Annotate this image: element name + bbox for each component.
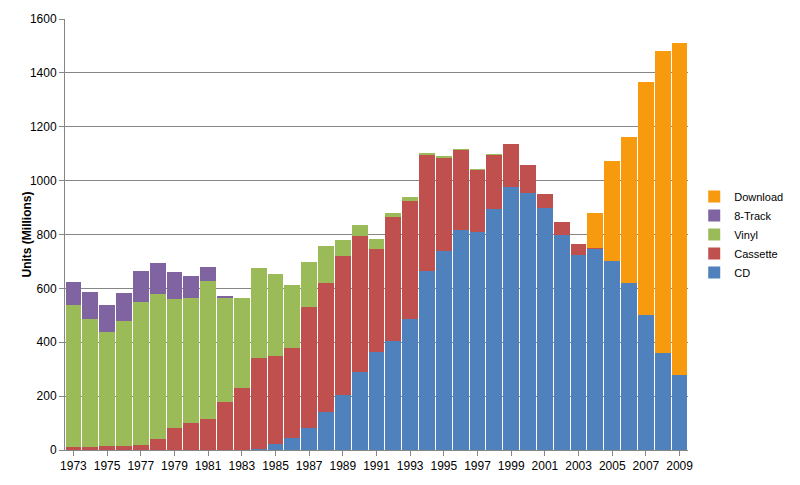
svg-text:2007: 2007 <box>633 459 660 473</box>
svg-text:1981: 1981 <box>195 459 222 473</box>
svg-text:1400: 1400 <box>30 66 57 80</box>
svg-text:1975: 1975 <box>94 459 121 473</box>
svg-text:1600: 1600 <box>30 12 57 26</box>
svg-text:2009: 2009 <box>666 459 693 473</box>
svg-text:1995: 1995 <box>430 459 457 473</box>
svg-text:2001: 2001 <box>532 459 559 473</box>
svg-text:800: 800 <box>37 228 57 242</box>
svg-text:8-Track: 8-Track <box>734 210 771 222</box>
svg-text:2005: 2005 <box>599 459 626 473</box>
svg-text:1997: 1997 <box>464 459 491 473</box>
svg-text:1985: 1985 <box>262 459 289 473</box>
svg-text:Vinyl: Vinyl <box>734 229 758 241</box>
svg-text:400: 400 <box>37 335 57 349</box>
svg-text:Cassette: Cassette <box>734 248 777 260</box>
svg-text:Download: Download <box>734 191 783 203</box>
svg-text:0: 0 <box>50 443 57 457</box>
svg-text:Units (Millions): Units (Millions) <box>20 192 34 278</box>
svg-text:1000: 1000 <box>30 174 57 188</box>
svg-text:1977: 1977 <box>127 459 154 473</box>
svg-text:200: 200 <box>37 389 57 403</box>
svg-text:1983: 1983 <box>228 459 255 473</box>
svg-text:1991: 1991 <box>363 459 390 473</box>
svg-text:1999: 1999 <box>498 459 525 473</box>
svg-text:1987: 1987 <box>296 459 323 473</box>
svg-text:1993: 1993 <box>397 459 424 473</box>
svg-text:1979: 1979 <box>161 459 188 473</box>
svg-text:1200: 1200 <box>30 120 57 134</box>
svg-text:CD: CD <box>734 267 750 279</box>
svg-text:1989: 1989 <box>329 459 356 473</box>
svg-text:1973: 1973 <box>60 459 87 473</box>
svg-text:600: 600 <box>37 282 57 296</box>
svg-text:2003: 2003 <box>565 459 592 473</box>
